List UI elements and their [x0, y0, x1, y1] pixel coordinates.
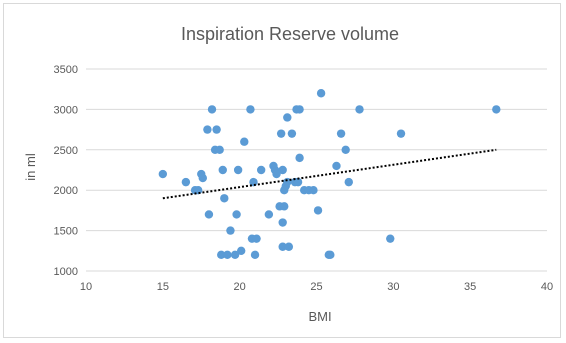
data-point	[295, 153, 304, 163]
data-point	[240, 137, 249, 146]
data-point	[223, 250, 232, 260]
y-tick-label: 2500	[54, 145, 78, 157]
data-point	[226, 226, 235, 235]
x-tick-label: 40	[541, 281, 553, 293]
data-point	[326, 250, 335, 260]
data-point	[207, 105, 217, 114]
data-point	[237, 246, 246, 255]
data-point	[355, 105, 364, 114]
gridlines	[86, 68, 547, 272]
data-point	[287, 129, 297, 138]
data-point	[386, 234, 395, 243]
x-tick-label: 35	[464, 281, 476, 293]
trendline	[162, 148, 497, 200]
data-point	[293, 177, 303, 187]
data-point	[313, 206, 323, 215]
data-point	[217, 250, 226, 260]
data-point	[204, 210, 214, 219]
data-point	[203, 125, 212, 134]
data-point	[396, 129, 406, 138]
data-point	[284, 242, 294, 251]
y-tick-label: 1500	[54, 226, 78, 238]
data-point	[215, 145, 224, 154]
data-point	[264, 210, 274, 219]
data-point	[278, 218, 287, 227]
data-point	[341, 145, 350, 154]
data-point	[332, 161, 341, 171]
data-point	[220, 194, 229, 203]
x-tick-label: 30	[387, 281, 399, 293]
data-point	[256, 165, 266, 175]
data-point	[252, 234, 261, 243]
data-point	[158, 169, 168, 179]
data-point	[272, 169, 281, 179]
chart-frame: Inspiration Reserve volume 1000 1500 2000 2…	[3, 3, 561, 338]
x-tick-label: 10	[80, 281, 92, 293]
data-point	[278, 242, 287, 251]
y-tick-label: 2000	[54, 185, 78, 197]
data-point	[280, 202, 289, 211]
y-tick-label: 3500	[54, 64, 78, 76]
data-point	[309, 186, 318, 195]
data-point	[218, 165, 227, 175]
x-axis-title: BMI	[308, 309, 331, 324]
data-point	[283, 177, 292, 187]
x-tick-labels: 10 15 20 25 30 35 40	[80, 281, 553, 293]
y-tick-labels: 1000 1500 2000 2500 3000 3500	[54, 64, 78, 278]
data-point	[316, 89, 326, 98]
data-point	[492, 105, 501, 114]
data-point	[181, 177, 191, 187]
data-point	[198, 173, 207, 183]
data-point	[246, 105, 255, 114]
data-point	[212, 125, 221, 134]
y-tick-label: 3000	[54, 104, 78, 116]
data-point	[295, 105, 304, 114]
data-point	[344, 177, 353, 187]
chart-title: Inspiration Reserve volume	[181, 24, 399, 44]
x-tick-label: 20	[234, 281, 246, 293]
y-axis-title: in ml	[23, 153, 38, 181]
data-point	[276, 129, 286, 138]
y-tick-label: 1000	[54, 266, 78, 278]
data-point	[283, 113, 292, 122]
data-point	[230, 250, 240, 260]
data-point	[250, 250, 260, 260]
x-tick-label: 15	[157, 281, 169, 293]
scatter-chart: Inspiration Reserve volume 1000 1500 2000 2…	[23, 24, 553, 324]
data-point	[232, 210, 241, 219]
data-point	[233, 165, 243, 175]
data-point	[336, 129, 346, 138]
data-point	[278, 165, 287, 175]
x-tick-label: 25	[310, 281, 322, 293]
